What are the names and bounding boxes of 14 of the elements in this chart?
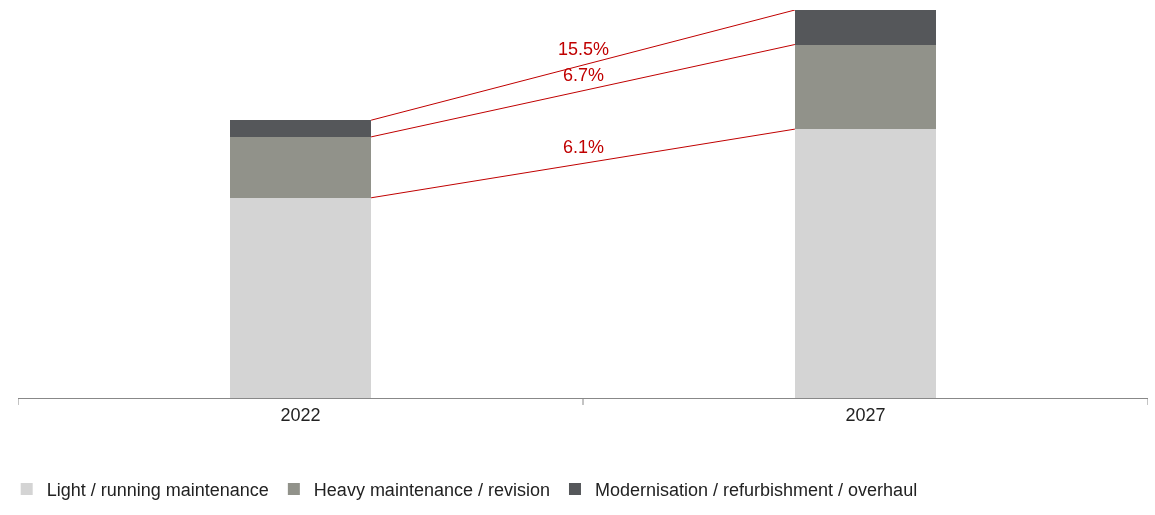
annotation: 6.1% xyxy=(563,137,605,157)
bar xyxy=(795,45,936,129)
bar xyxy=(230,120,371,137)
annotation: 15.5% xyxy=(558,39,610,59)
x-tick-label: 2027 xyxy=(845,404,886,425)
legend-label: Modernisation / refurbishment / overhaul xyxy=(594,479,918,500)
legend-label: Light / running maintenance xyxy=(46,479,269,500)
legend-label: Heavy maintenance / revision xyxy=(313,479,550,500)
bar xyxy=(795,129,936,398)
annotation: 6.7% xyxy=(563,65,605,85)
bar xyxy=(795,10,936,45)
bar xyxy=(230,198,371,398)
x-tick-label: 2022 xyxy=(280,404,321,425)
bar xyxy=(230,137,371,198)
